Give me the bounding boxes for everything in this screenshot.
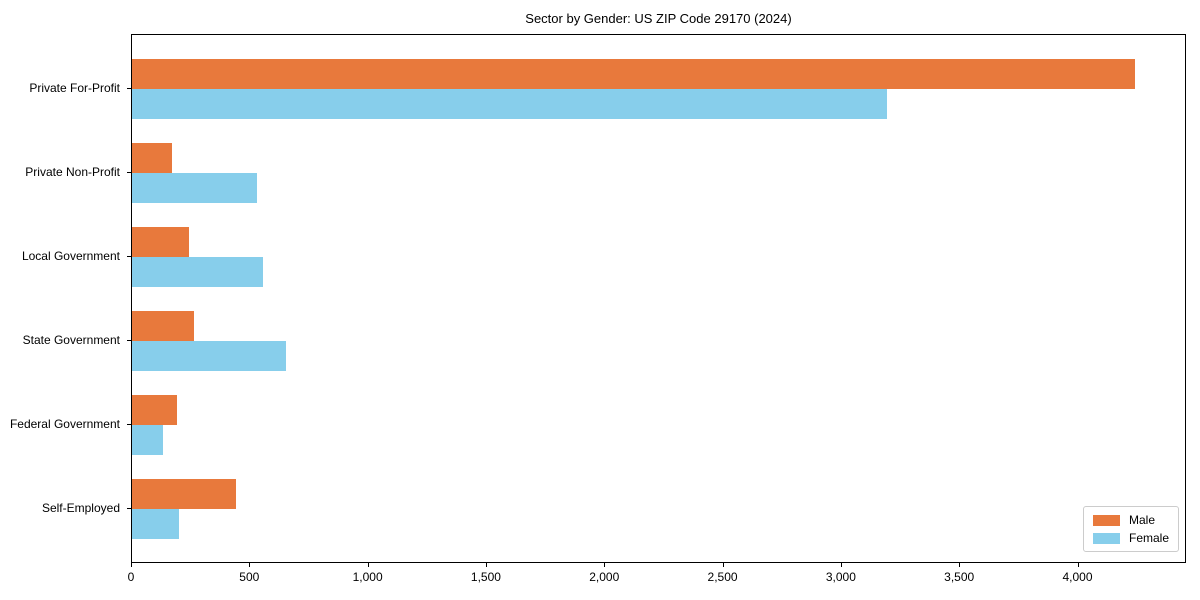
chart-title: Sector by Gender: US ZIP Code 29170 (202…: [525, 11, 792, 26]
bar-female-private-non-profit: [132, 173, 258, 203]
xtick-label-4000: 4,000: [1062, 570, 1093, 584]
xtick-label-1000: 1,000: [352, 570, 383, 584]
legend-label-female: Female: [1128, 531, 1169, 545]
xtick-label-2500: 2,500: [707, 570, 738, 584]
xtick-label-2000: 2,000: [589, 570, 620, 584]
bar-male-local-government: [132, 227, 189, 257]
xtick-label-0: 0: [127, 570, 135, 584]
legend-item-female: Female: [1092, 531, 1169, 545]
xtick-mark: [367, 563, 369, 567]
xtick-mark: [604, 563, 606, 567]
xtick-mark: [131, 563, 132, 567]
ytick-label-private-for-profit: Private For-Profit: [29, 81, 120, 95]
legend-swatch-female: [1092, 532, 1120, 544]
bar-male-federal-government: [132, 395, 177, 425]
plot-area: Male Female: [131, 34, 1186, 563]
xtick-mark: [840, 563, 842, 567]
ytick-label-state-government: State Government: [22, 333, 120, 347]
bar-female-local-government: [132, 257, 264, 287]
bar-male-state-government: [132, 311, 194, 341]
bar-male-private-for-profit: [132, 59, 1136, 89]
ytick-mark: [127, 172, 131, 173]
ytick-mark: [127, 340, 131, 341]
ytick-label-private-non-profit: Private Non-Profit: [25, 165, 120, 179]
legend-swatch-male: [1092, 514, 1120, 526]
ytick-mark: [127, 88, 131, 89]
xtick-label-1500: 1,500: [470, 570, 501, 584]
ytick-mark: [127, 508, 131, 509]
xtick-mark: [959, 563, 961, 567]
xtick-label-3500: 3,500: [944, 570, 975, 584]
y-axis: Private For-Profit Private Non-Profit Loca…: [0, 34, 131, 563]
x-axis: 0 500 1,000 1,500 2,000 2,500 3,000 3,500 4,000: [127, 563, 1186, 593]
ytick-label-self-employed: Self-Employed: [41, 501, 120, 515]
bar-male-self-employed: [132, 479, 237, 509]
bar-female-federal-government: [132, 425, 163, 455]
xtick-mark: [1077, 563, 1079, 567]
xtick-label-500: 500: [239, 570, 260, 584]
ytick-mark: [127, 424, 131, 425]
legend-label-male: Male: [1128, 513, 1155, 527]
legend: Male Female: [1082, 506, 1179, 552]
xtick-label-3000: 3,000: [825, 570, 856, 584]
bar-female-private-for-profit: [132, 89, 887, 119]
legend-item-male: Male: [1092, 513, 1169, 527]
ytick-mark: [127, 256, 131, 257]
bar-male-private-non-profit: [132, 143, 173, 173]
xtick-mark: [485, 563, 487, 567]
ytick-label-local-government: Local Government: [21, 249, 120, 263]
bar-female-self-employed: [132, 509, 180, 539]
xtick-mark: [722, 563, 724, 567]
ytick-label-federal-government: Federal Government: [9, 417, 120, 431]
bar-female-state-government: [132, 341, 286, 371]
xtick-mark: [249, 563, 251, 567]
